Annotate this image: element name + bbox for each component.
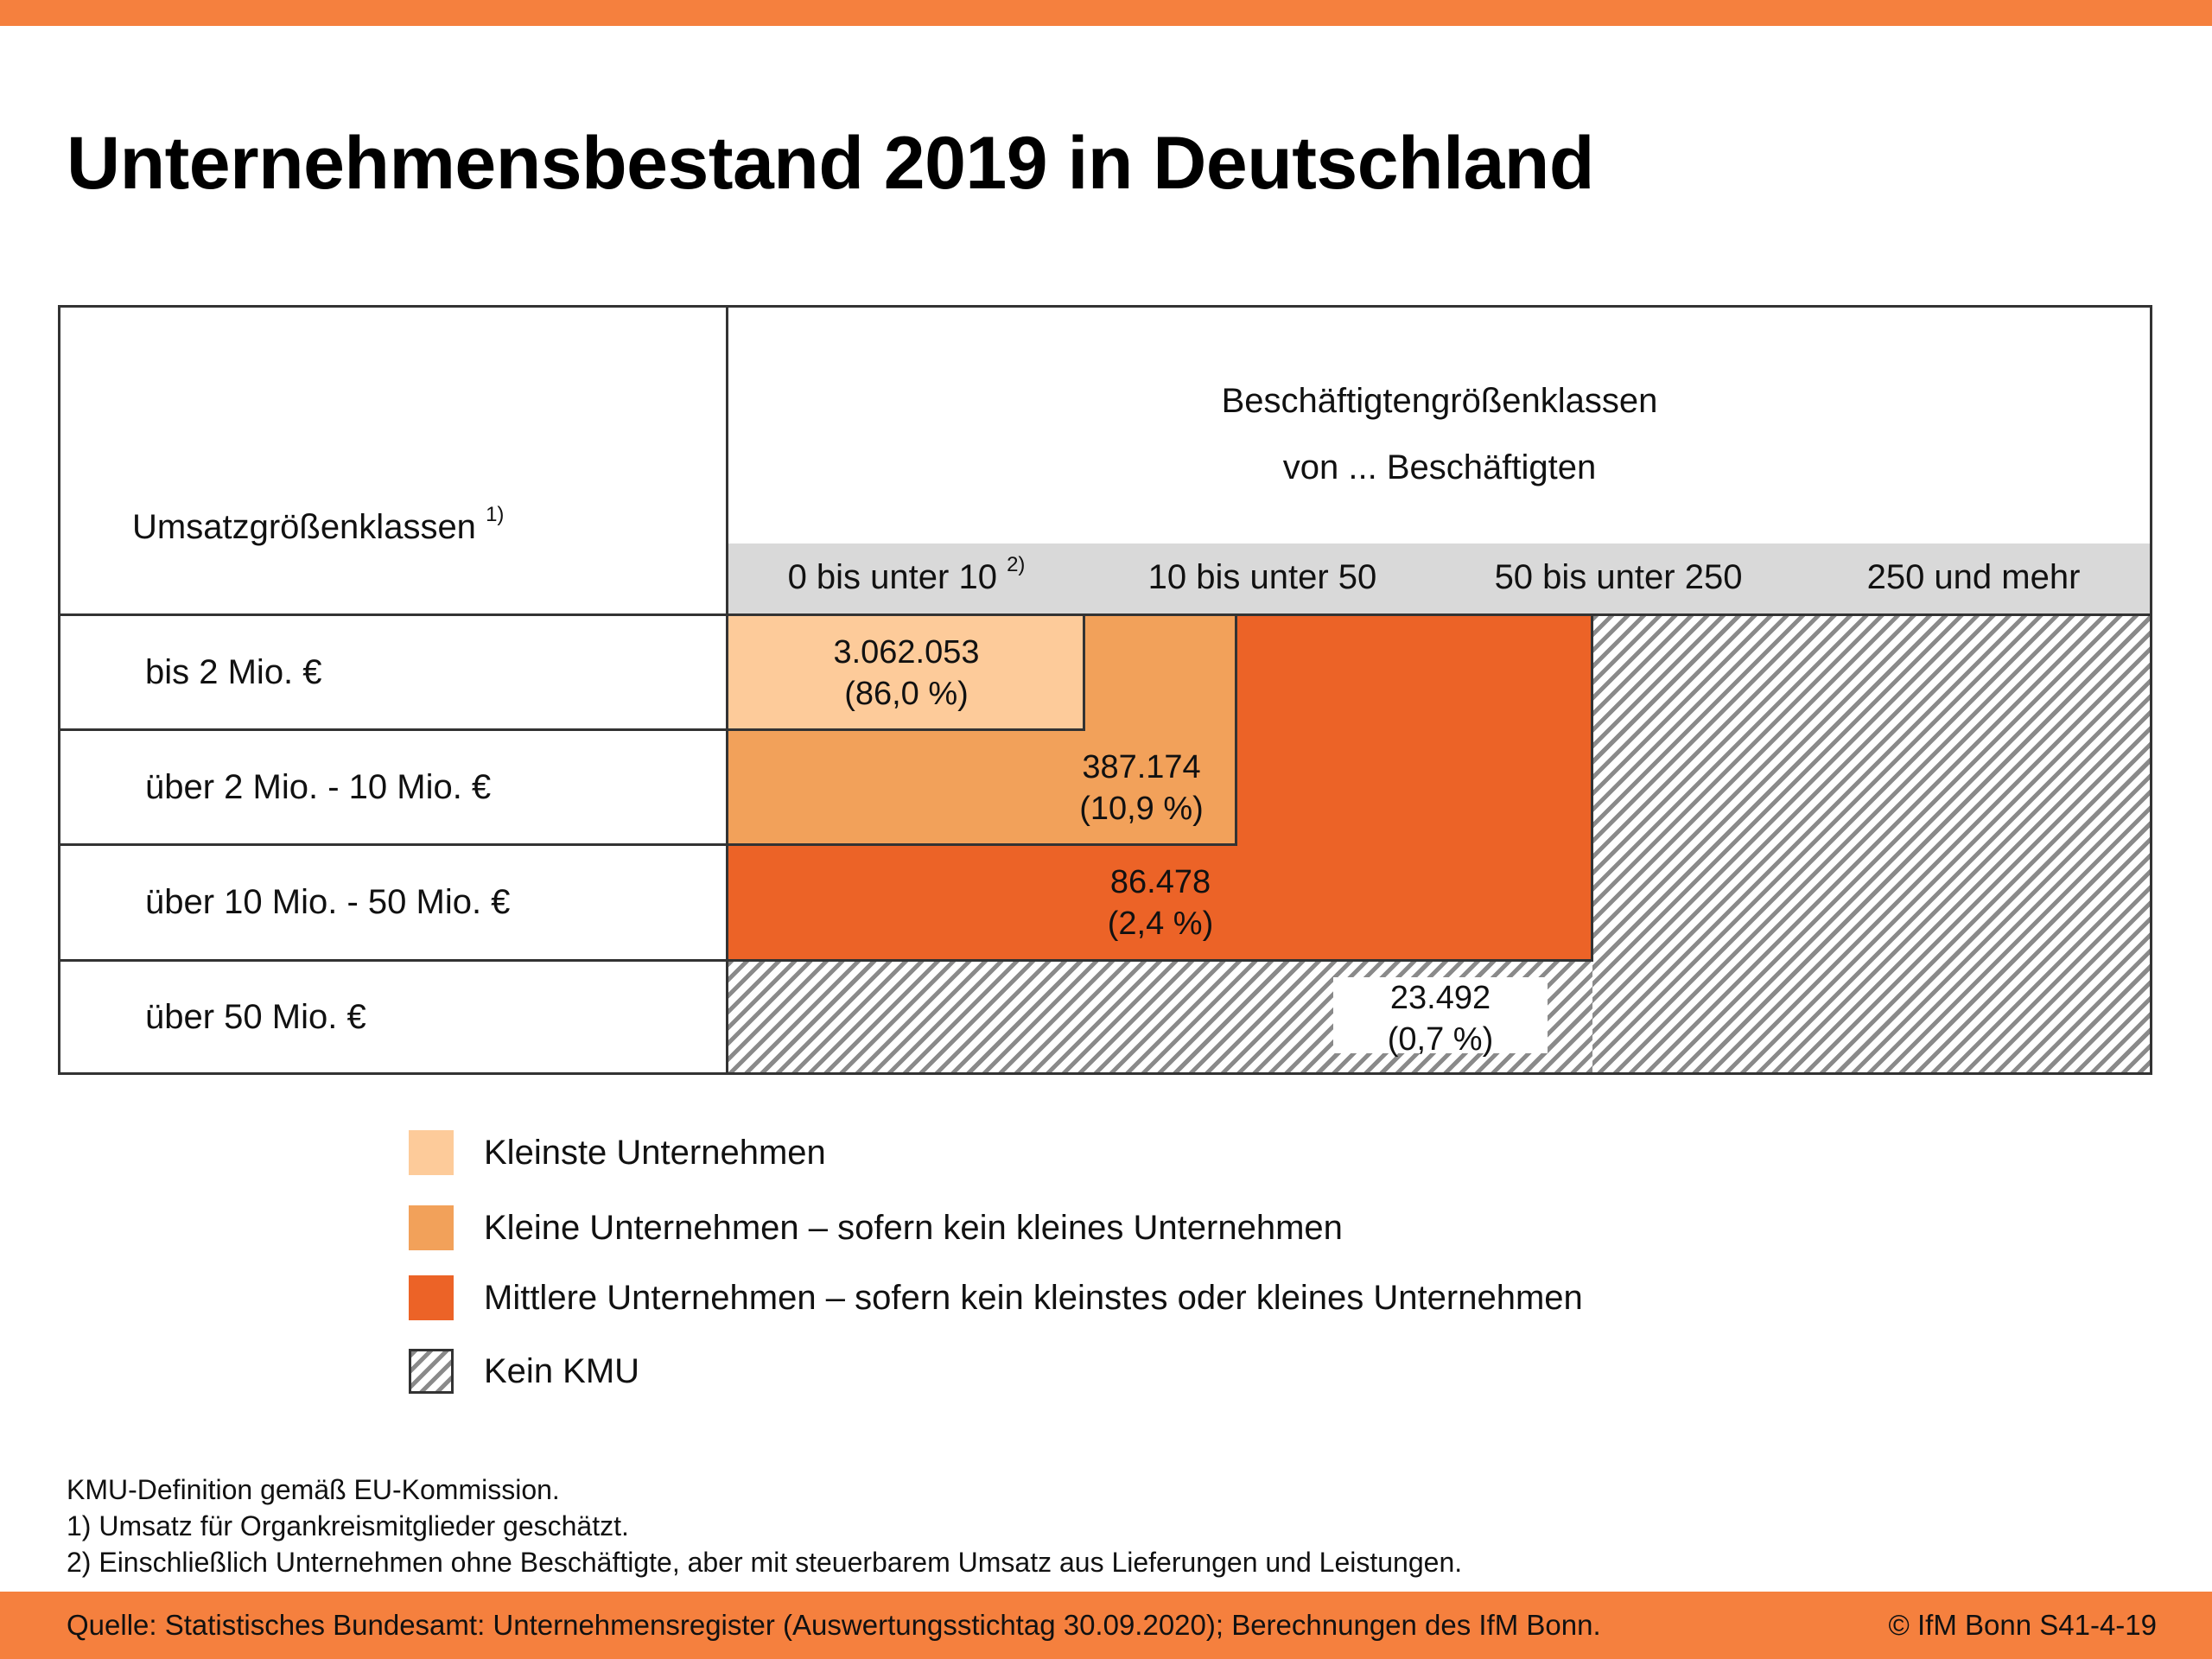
footnote: 1) Umsatz für Organkreismitglieder gesch… <box>67 1510 629 1541</box>
value-kein-kmu: 23.492 (0,7 %) <box>1387 980 1494 1058</box>
legend-swatch <box>409 1349 454 1394</box>
legend-label: Kein KMU <box>484 1352 640 1390</box>
matrix-frame <box>58 305 2152 1075</box>
legend-swatch <box>409 1205 454 1250</box>
row-label: über 2 Mio. - 10 Mio. € <box>145 768 492 806</box>
column-header-band <box>728 543 2151 616</box>
row-header: Umsatzgrößenklassen 1) <box>132 503 505 546</box>
footnotes: KMU-Definition gemäß EU-Kommission. 1) U… <box>67 1471 1462 1580</box>
page-title: Unternehmensbestand 2019 in Deutschland <box>67 122 1594 205</box>
column-header-subtitle: von ... Beschäftigten <box>1282 448 1597 486</box>
legend-swatch <box>409 1130 454 1175</box>
value-mittlere: 86.478 (2,4 %) <box>1107 864 1214 942</box>
copyright-note: © IfM Bonn S41-4-19 <box>1888 1609 2157 1641</box>
region-mittlere-lower <box>728 845 1592 961</box>
legend-label: Kleinste Unternehmen <box>484 1134 826 1172</box>
legend-label: Mittlere Unternehmen – sofern kein klein… <box>484 1279 1583 1317</box>
region-kleinste <box>728 616 1084 730</box>
column-label: 250 und mehr <box>1866 558 2081 596</box>
region-mittlere-upper <box>1236 616 1592 845</box>
column-label: 0 bis unter 10 2) <box>787 553 1026 596</box>
column-label: 10 bis unter 50 <box>1147 558 1377 596</box>
column-label: 50 bis unter 250 <box>1494 558 1743 596</box>
source-note: Quelle: Statistisches Bundesamt: Unterne… <box>67 1609 1601 1641</box>
value-kleinste: 3.062.053 (86,0 %) <box>833 634 980 712</box>
column-header-title: Beschäftigtengrößenklassen <box>1221 382 1658 420</box>
footnote: KMU-Definition gemäß EU-Kommission. <box>67 1474 560 1505</box>
footer-bar: Quelle: Statistisches Bundesamt: Unterne… <box>0 1592 2212 1659</box>
footnote: 2) Einschließlich Unternehmen ohne Besch… <box>67 1547 1463 1578</box>
region-kein-kmu-right <box>1592 616 2151 1073</box>
size-class-matrix: Umsatzgrößenklassen 1) Beschäftigtengröß… <box>58 305 2152 1075</box>
row-label: über 10 Mio. - 50 Mio. € <box>145 883 511 921</box>
value-kein-kmu-background <box>1333 977 1548 1053</box>
top-accent-bar <box>0 0 2212 26</box>
legend-swatch <box>409 1275 454 1320</box>
row-label: bis 2 Mio. € <box>145 653 322 691</box>
row-label: über 50 Mio. € <box>145 998 366 1036</box>
value-kleine: 387.174 (10,9 %) <box>1079 749 1204 827</box>
legend-label: Kleine Unternehmen – sofern kein kleines… <box>484 1209 1343 1247</box>
